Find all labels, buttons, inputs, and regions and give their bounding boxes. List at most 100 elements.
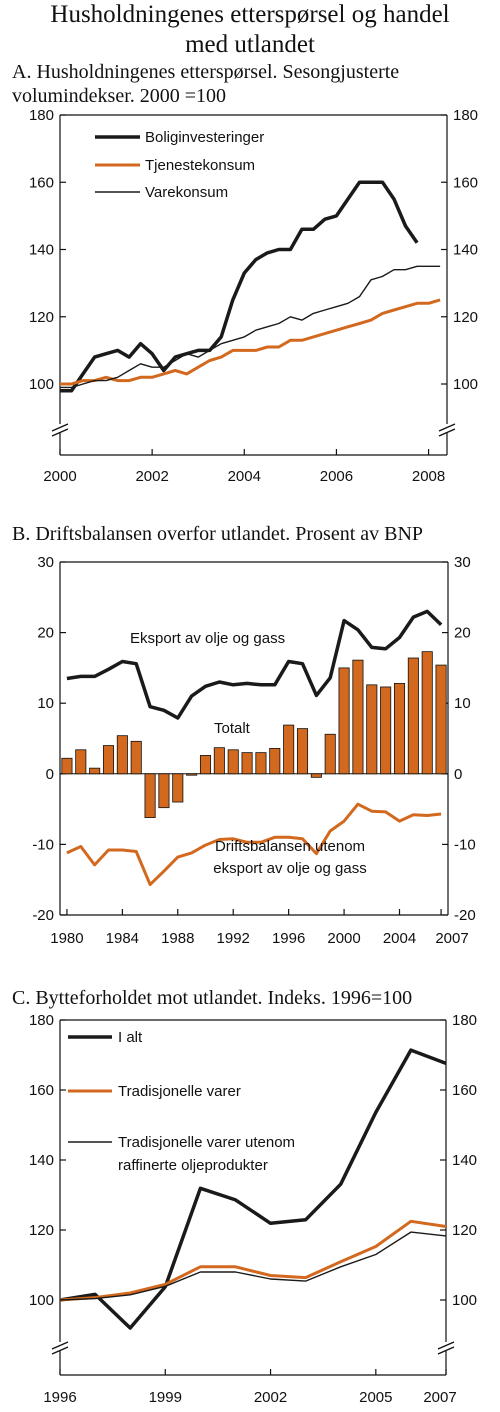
chart-b-xtick-label: 1980 <box>50 930 83 947</box>
chart-a-left-break-mark <box>51 423 69 432</box>
chart-a-ytick-label-left: 100 <box>29 376 54 393</box>
chart-b-bar <box>269 747 281 775</box>
chart-c-terms-of-trade: 100 100 120 120 140 140 160 160 180 180 1996 1999 20… <box>29 1012 477 1406</box>
chart-a-right-break-mark <box>438 423 456 432</box>
chart-b-ytick-label-right: 20 <box>454 625 471 642</box>
chart-c-ytick-label-left: 160 <box>29 1082 54 1099</box>
chart-c-ytick-label-right: 140 <box>452 1152 477 1169</box>
panel-c-title: C. Bytteforholdet mot utlandet. Indeks. … <box>12 987 413 1009</box>
chart-b-ytick-label-right: 30 <box>454 554 471 571</box>
chart-b-bar <box>338 667 350 775</box>
chart-b-bar <box>255 752 267 775</box>
chart-b-bar <box>75 749 87 775</box>
chart-b-ytick-label-left: -20 <box>32 907 54 924</box>
chart-a-series-line <box>60 298 441 386</box>
chart-a-household-demand: 100 100 120 120 140 140 160 160 180 180 2000 2002 20… <box>29 107 478 485</box>
chart-b-bar <box>352 659 364 775</box>
chart-b-xtick-label: 1988 <box>161 930 194 947</box>
chart-c-xtick-label: 1999 <box>149 1389 182 1406</box>
chart-c-xtick-label: 2005 <box>359 1389 392 1406</box>
chart-b-bar <box>283 724 295 775</box>
chart-b-bar <box>310 773 322 778</box>
chart-b-bar <box>130 740 142 775</box>
chart-b-label-ex-oil-line1: Driftsbalansen utenom <box>215 838 365 855</box>
chart-a-legend-label: Varekonsum <box>145 184 228 201</box>
chart-b-bar <box>158 773 170 809</box>
chart-c-ytick-label-right: 180 <box>452 1012 477 1029</box>
chart-b-bar <box>61 757 73 775</box>
chart-b-bar <box>380 686 392 775</box>
chart-a-ytick-label-left: 160 <box>29 174 54 191</box>
chart-c-legend-label: I alt <box>118 1029 143 1046</box>
chart-b-bar <box>89 767 101 775</box>
chart-c-legend-label: Tradisjonelle varer <box>118 1083 241 1100</box>
chart-c-ytick-label-left: 100 <box>29 1292 54 1309</box>
chart-a-ytick-label-right: 120 <box>453 309 478 326</box>
chart-a-ytick-label-left: 180 <box>29 107 54 124</box>
chart-b-bar <box>199 755 212 775</box>
chart-b-bar <box>366 684 378 775</box>
chart-b-bar <box>116 735 128 775</box>
chart-b-xtick-label: 1984 <box>106 930 139 947</box>
chart-a-ytick-label-right: 100 <box>453 376 478 393</box>
panel-a-title-line2: volumindekser. 2000 =100 <box>12 85 227 107</box>
chart-b-bar <box>296 728 309 775</box>
chart-c-left-break-mark <box>51 1341 69 1350</box>
chart-c-ytick-label-left: 120 <box>29 1222 54 1239</box>
chart-b-xtick-label: 2004 <box>383 930 416 947</box>
chart-b-bar <box>407 657 419 775</box>
chart-b-bar <box>324 733 336 775</box>
chart-c-xtick-label: 1996 <box>43 1389 76 1406</box>
chart-b-bar <box>227 749 239 775</box>
chart-b-label-oil-export: Eksport av olje og gass <box>130 630 285 647</box>
chart-c-xtick-label: 2002 <box>254 1389 287 1406</box>
chart-b-xtick-label: 2000 <box>327 930 360 947</box>
chart-a-xtick-label: 2004 <box>228 468 261 485</box>
chart-b-bar <box>172 773 184 803</box>
chart-c-left-break-mark <box>51 1346 69 1355</box>
chart-b-bar <box>393 683 406 775</box>
chart-b-ytick-label-left: 0 <box>46 766 54 783</box>
chart-b-series-line <box>66 802 442 887</box>
chart-c-ytick-label-right: 160 <box>452 1082 477 1099</box>
chart-c-xtick-label: 2007 <box>423 1389 456 1406</box>
chart-a-left-break-mark <box>51 428 69 437</box>
chart-b-ytick-label-left: 20 <box>37 625 54 642</box>
chart-b-label-ex-oil-line2: eksport av olje og gass <box>213 860 366 877</box>
panel-b-title: B. Driftsbalansen overfor utlandet. Pros… <box>12 523 424 545</box>
chart-a-ytick-label-left: 140 <box>29 242 54 259</box>
chart-c-legend-label-line1: Tradisjonelle varer utenom <box>118 1134 295 1151</box>
chart-a-ytick-label-right: 160 <box>453 174 478 191</box>
chart-b-bar <box>186 773 198 776</box>
chart-b-xtick-label: 1992 <box>217 930 250 947</box>
chart-b-ytick-label-right: -10 <box>454 836 476 853</box>
chart-b-ytick-label-right: -20 <box>454 907 476 924</box>
chart-a-ytick-label-left: 120 <box>29 309 54 326</box>
chart-a-xtick-label: 2008 <box>412 468 445 485</box>
chart-c-ytick-label-right: 120 <box>452 1222 477 1239</box>
chart-b-ytick-label-right: 0 <box>454 766 462 783</box>
chart-c-series-line <box>59 1219 447 1302</box>
chart-a-ytick-label-right: 180 <box>453 107 478 124</box>
chart-a-right-break-mark <box>438 428 456 437</box>
chart-c-right-break-mark <box>437 1341 455 1350</box>
chart-b-bar <box>435 664 447 775</box>
page-title-line2: med utlandet <box>185 31 315 58</box>
chart-b-bar <box>241 752 253 775</box>
panel-a-title: A. Husholdningenes etterspørsel. Sesongj… <box>12 61 400 83</box>
chart-a-series-line <box>60 180 419 393</box>
chart-b-xtick-label: 2007 <box>435 930 468 947</box>
chart-b-ytick-label-left: 30 <box>37 554 54 571</box>
chart-a-xtick-label: 2000 <box>43 468 76 485</box>
chart-c-series-line <box>59 1048 447 1330</box>
page-title-line1: Husholdningenes etterspørsel og handel <box>50 1 450 28</box>
chart-a-xtick-label: 2002 <box>135 468 168 485</box>
chart-a-legend-label: Tjenestekonsum <box>145 157 255 174</box>
chart-c-ytick-label-left: 140 <box>29 1152 54 1169</box>
chart-c-series-line <box>59 1231 447 1301</box>
chart-b-ytick-label-left: -10 <box>32 836 54 853</box>
chart-c-right-break-mark <box>437 1346 455 1355</box>
chart-a-series-line <box>60 265 441 389</box>
chart-c-legend-label-line2: raffinerte oljeprodukter <box>118 1157 268 1174</box>
chart-b-bar <box>144 773 156 818</box>
